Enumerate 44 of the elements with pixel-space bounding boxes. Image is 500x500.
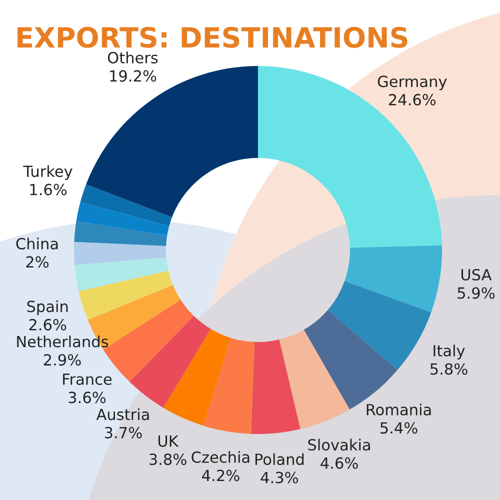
- donut-slice: [74, 221, 168, 246]
- slice-label: Romania: [366, 404, 431, 416]
- data-label: 2%: [26, 256, 49, 268]
- slice-label: Slovakia: [308, 438, 370, 451]
- donut-slice: [344, 245, 442, 312]
- data-label: 3.7%: [104, 426, 142, 438]
- slice-label: Poland: [255, 453, 304, 466]
- donut-slice: [74, 242, 166, 266]
- slice-label: China: [16, 238, 58, 250]
- donut-slice: [80, 184, 172, 226]
- donut-slice: [78, 270, 173, 320]
- slice-label: Czechia: [192, 451, 250, 463]
- slice-label: Turkey: [23, 165, 72, 180]
- donut-slice: [86, 66, 258, 218]
- chart-title: EXPORTS: DESTINATIONS: [18, 26, 408, 48]
- data-label: 2.6%: [29, 318, 66, 330]
- donut-slice: [279, 330, 350, 430]
- data-label: 2.9%: [44, 354, 81, 366]
- slice-label: Germany: [378, 76, 447, 90]
- slice-label: Austria: [96, 408, 149, 420]
- data-label: 24.6%: [389, 94, 436, 106]
- slice-label: UK: [158, 435, 179, 447]
- donut-slice: [251, 340, 300, 434]
- data-label: 5.4%: [380, 422, 418, 434]
- data-label: 5.9%: [458, 287, 495, 299]
- slice-label: Spain: [27, 300, 68, 316]
- donut-slice: [74, 258, 168, 292]
- data-label: 4.2%: [202, 470, 240, 482]
- donut-slice: [163, 328, 231, 426]
- data-label: 4.3%: [260, 472, 298, 484]
- data-label: 19.2%: [110, 70, 156, 82]
- slice-label: France: [63, 374, 112, 385]
- data-label: 3.6%: [68, 392, 106, 404]
- slice-label: Italy: [434, 344, 465, 360]
- donut-slice: [130, 316, 211, 408]
- slice-label: USA: [461, 268, 492, 281]
- donut-slice: [76, 202, 170, 236]
- slice-label: Others: [108, 52, 158, 64]
- donut-slice: [328, 281, 432, 370]
- donut-slice: [203, 338, 255, 434]
- data-label: 3.8%: [150, 454, 186, 466]
- data-label: 4.6%: [320, 457, 358, 469]
- data-label: 5.8%: [430, 363, 468, 375]
- data-label: 1.6%: [30, 184, 67, 196]
